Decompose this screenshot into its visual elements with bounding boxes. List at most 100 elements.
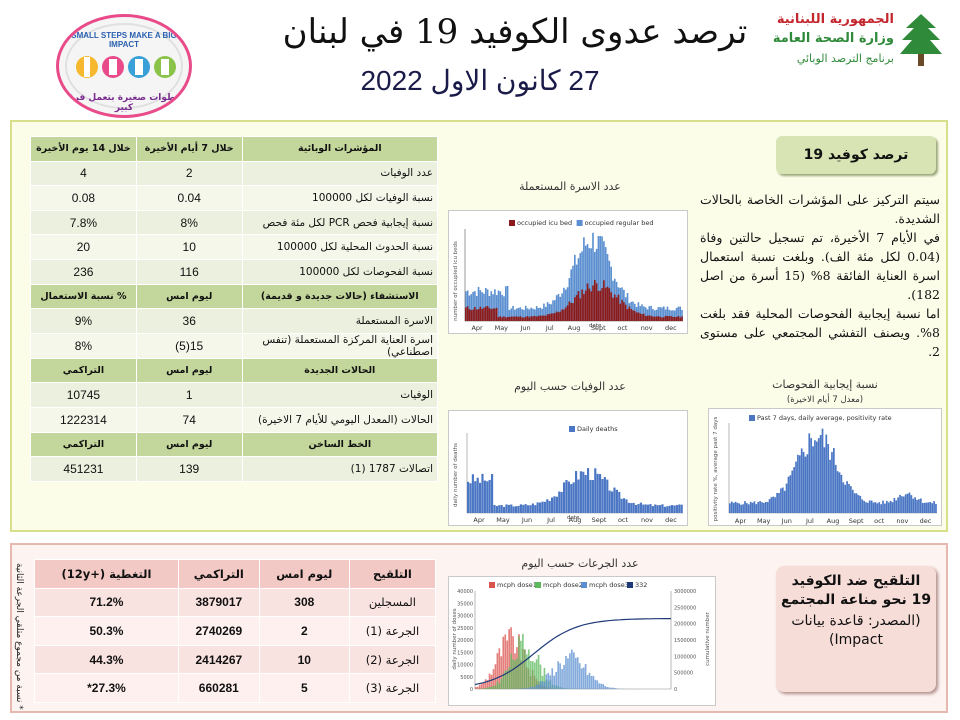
- legend-swatch: [749, 415, 755, 421]
- bar-mark: [561, 309, 563, 321]
- bar-mark: [650, 315, 652, 321]
- bar-mark: [575, 264, 578, 321]
- table-header-row: التلقيح ليوم امس التراكمي التغطية (+12y): [34, 559, 437, 589]
- bar-mark: [499, 316, 502, 321]
- bar-mark: [537, 684, 540, 689]
- bar-mark: [530, 316, 533, 321]
- bar-mark: [808, 433, 811, 513]
- bar-mark: [529, 661, 532, 689]
- bar-mark: [482, 682, 485, 689]
- bar-mark: [593, 279, 596, 321]
- bar-mark: [492, 685, 495, 689]
- bar-mark: [480, 683, 483, 689]
- table-cell: 10: [258, 644, 350, 675]
- bar-mark: [555, 671, 558, 689]
- bar-mark: [567, 658, 569, 689]
- bar-mark: [893, 498, 896, 513]
- table-cell: 0.04: [135, 185, 243, 211]
- bar-mark: [514, 660, 516, 689]
- bar-mark: [620, 498, 623, 513]
- bar-mark: [795, 461, 797, 513]
- bar-mark: [472, 291, 474, 321]
- bar-mark: [643, 306, 645, 321]
- table-cell: الاستشفاء (حالات جديدة و قديمة): [241, 283, 439, 310]
- table-cell: 139: [135, 456, 243, 482]
- bar-mark: [481, 309, 483, 321]
- table-cell: 116: [135, 258, 243, 285]
- bar-mark: [496, 653, 499, 689]
- bar-mark: [855, 493, 858, 513]
- month-tick-label: oct: [617, 324, 628, 332]
- bar-mark: [626, 309, 629, 321]
- ministry-line-1: الجمهورية اللبنانية: [776, 12, 894, 27]
- bar-mark: [577, 258, 580, 321]
- bar-mark: [501, 294, 503, 321]
- table-cell: 236: [30, 258, 137, 285]
- bar-mark: [668, 316, 671, 321]
- month-tick-label: Jun: [781, 517, 792, 525]
- bar-mark: [597, 236, 600, 321]
- bar-mark: [528, 309, 531, 321]
- bar-mark: [596, 680, 599, 689]
- bar-mark: [657, 316, 660, 321]
- table-cell: 36: [135, 308, 243, 334]
- bar-mark: [678, 504, 681, 513]
- bar-mark: [532, 316, 534, 321]
- bar-mark: [474, 291, 476, 321]
- table-cell: الاسرة المستعملة: [241, 308, 439, 334]
- y2-tick-label: 3000000: [674, 589, 696, 595]
- table-cell: 0.08: [30, 185, 137, 211]
- legend-label: 332: [635, 581, 647, 589]
- bar-mark: [539, 307, 542, 321]
- bar-mark: [783, 490, 786, 513]
- bar-mark: [508, 310, 511, 321]
- table-cell: 27.3%*: [34, 673, 179, 703]
- bar-mark: [471, 474, 474, 513]
- bar-mark: [565, 655, 567, 689]
- month-tick-label: dec: [920, 517, 932, 525]
- bar-mark: [481, 292, 483, 321]
- bar-mark: [642, 504, 645, 513]
- bar-mark: [819, 435, 822, 513]
- bar-mark: [541, 308, 543, 321]
- bar-mark: [494, 685, 497, 689]
- positivity-chart-subcaption: (معدل 7 أيام الاخيرة): [786, 395, 864, 405]
- bar-mark: [592, 675, 595, 689]
- bar-mark: [612, 297, 614, 321]
- bar-mark: [536, 502, 539, 513]
- bar-mark: [666, 506, 669, 513]
- bar-mark: [630, 308, 632, 321]
- vaccination-y2-label: cumulative number: [705, 611, 711, 666]
- bar-mark: [557, 293, 560, 321]
- bar-mark: [899, 494, 901, 513]
- bar-mark: [500, 505, 503, 513]
- bar-mark: [732, 502, 735, 513]
- page-title: ترصد عدوى الكوفيد 19 في لبنان: [282, 12, 748, 52]
- bar-mark: [639, 313, 642, 321]
- bar-mark: [919, 498, 922, 513]
- table-cell: 50.3%: [34, 616, 179, 646]
- bar-mark: [625, 499, 628, 513]
- table-cell: 451231: [30, 456, 137, 482]
- bar-mark: [850, 486, 852, 513]
- bar-mark: [476, 686, 479, 689]
- bar-mark: [672, 316, 674, 321]
- table-cell: 7.8%: [30, 209, 137, 236]
- table-header-row: الخط الساخن ليوم امس التراكمي: [30, 431, 439, 458]
- bar-mark: [490, 309, 493, 321]
- bar-mark: [641, 314, 643, 321]
- vaccination-table: التلقيح ليوم امس التراكمي التغطية (+12y) الم…: [34, 559, 437, 703]
- bar-mark: [650, 305, 652, 321]
- bar-mark: [918, 499, 920, 513]
- bar-mark: [466, 306, 469, 321]
- ministry-logo: الجمهورية اللبنانية وزارة الصحة العامة ب…: [770, 12, 946, 72]
- bar-mark: [802, 451, 805, 513]
- bar-mark: [797, 454, 799, 513]
- bar-mark: [543, 501, 546, 513]
- bar-mark: [785, 483, 788, 513]
- bar-mark: [492, 294, 494, 321]
- bar-mark: [543, 681, 546, 689]
- bar-mark: [483, 293, 485, 321]
- table-cell: 74: [135, 406, 243, 433]
- bar-mark: [524, 688, 526, 689]
